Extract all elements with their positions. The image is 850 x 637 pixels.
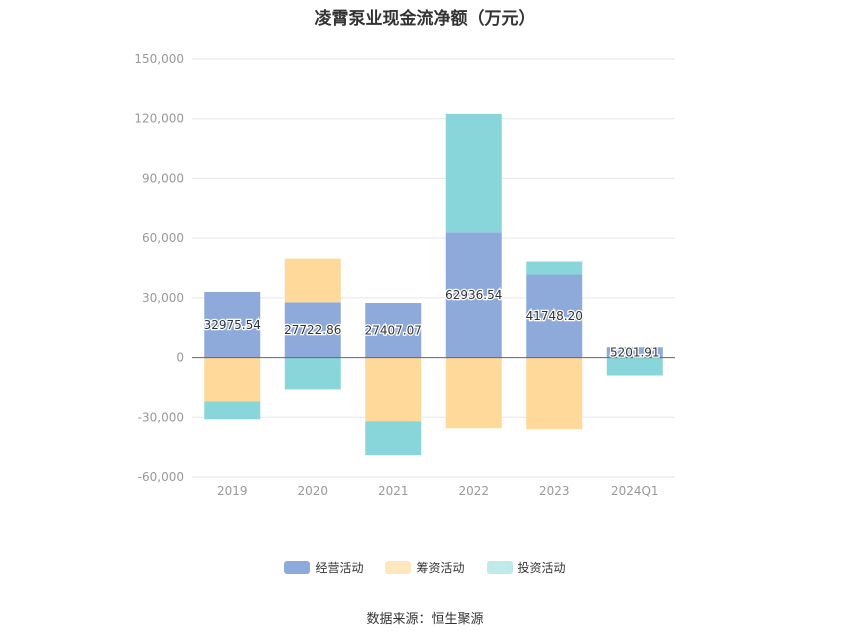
grid-lines [192, 58, 675, 478]
legend-swatch-operating [284, 561, 311, 574]
data-labels: 32975.54 27722.86 27407.07 62936.54 41748.20… [202, 287, 660, 361]
bar-operating-2019 [204, 291, 261, 358]
chart-plot-area: -60,000 -30,000 0 30,000 60,000 90,000 120,000… [134, 52, 675, 498]
x-tick-label: 2023 [539, 484, 570, 498]
bars [204, 113, 663, 456]
bar-financing-2021 [365, 357, 422, 422]
data-label-operating-2021: 27407.07 [365, 323, 422, 337]
y-tick-label: 120,000 [134, 112, 184, 126]
y-tick-label: -60,000 [138, 470, 184, 484]
y-tick-label: -30,000 [138, 410, 184, 424]
bar-operating-2022 [445, 232, 502, 358]
bar-financing-2020 [284, 258, 341, 303]
bar-financing-2022 [445, 357, 502, 429]
y-tick-label: 60,000 [142, 231, 184, 245]
x-tick-label: 2024Q1 [611, 484, 659, 498]
y-axis-ticks: -60,000 -30,000 0 30,000 60,000 90,000 120,000… [134, 52, 184, 484]
bar-operating-2021 [365, 303, 422, 358]
legend-item-investing[interactable]: 投资活动 [486, 559, 566, 576]
bar-investing-2024Q1 [606, 357, 663, 376]
data-label-operating-2019: 32975.54 [204, 318, 261, 332]
y-tick-label: 150,000 [134, 52, 184, 66]
x-tick-label: 2022 [458, 484, 489, 498]
data-label-operating-2022: 62936.54 [445, 288, 502, 302]
bar-operating-2023 [526, 274, 583, 358]
bar-operating-2024Q1 [606, 347, 663, 358]
chart-title: 凌霄泵业现金流净额（万元） [314, 9, 536, 29]
bar-financing-2023 [526, 357, 583, 430]
legend-swatch-financing [385, 561, 412, 574]
x-tick-label: 2020 [297, 484, 328, 498]
x-tick-label: 2019 [217, 484, 248, 498]
data-label-operating-2023: 41748.20 [526, 309, 583, 323]
y-tick-label: 30,000 [142, 291, 184, 305]
legend-item-financing[interactable]: 筹资活动 [385, 559, 465, 576]
bar-investing-2019 [204, 401, 261, 420]
bar-operating-2020 [284, 302, 341, 358]
x-tick-label: 2021 [378, 484, 409, 498]
legend-label-investing: 投资活动 [517, 561, 566, 575]
legend-label-operating: 经营活动 [315, 561, 364, 575]
data-source: 数据来源：恒生聚源 [366, 612, 484, 627]
legend: 经营活动 筹资活动 投资活动 [0, 559, 850, 576]
legend-item-operating[interactable]: 经营活动 [284, 559, 363, 576]
data-label-operating-2020: 27722.86 [284, 323, 341, 337]
y-tick-label: 0 [176, 351, 184, 365]
data-label-operating-2024Q1: 5201.91 [610, 345, 660, 359]
legend-swatch-investing [486, 561, 513, 574]
bar-investing-2021 [365, 421, 422, 456]
bar-investing-2023 [526, 261, 583, 275]
bar-financing-2019 [204, 357, 261, 402]
legend-label-financing: 筹资活动 [416, 561, 465, 575]
bar-investing-2022 [445, 113, 502, 233]
x-axis-ticks: 2019 2020 2021 2022 2023 2024Q1 [217, 484, 659, 498]
y-tick-label: 90,000 [142, 171, 184, 185]
bar-investing-2020 [284, 357, 341, 390]
